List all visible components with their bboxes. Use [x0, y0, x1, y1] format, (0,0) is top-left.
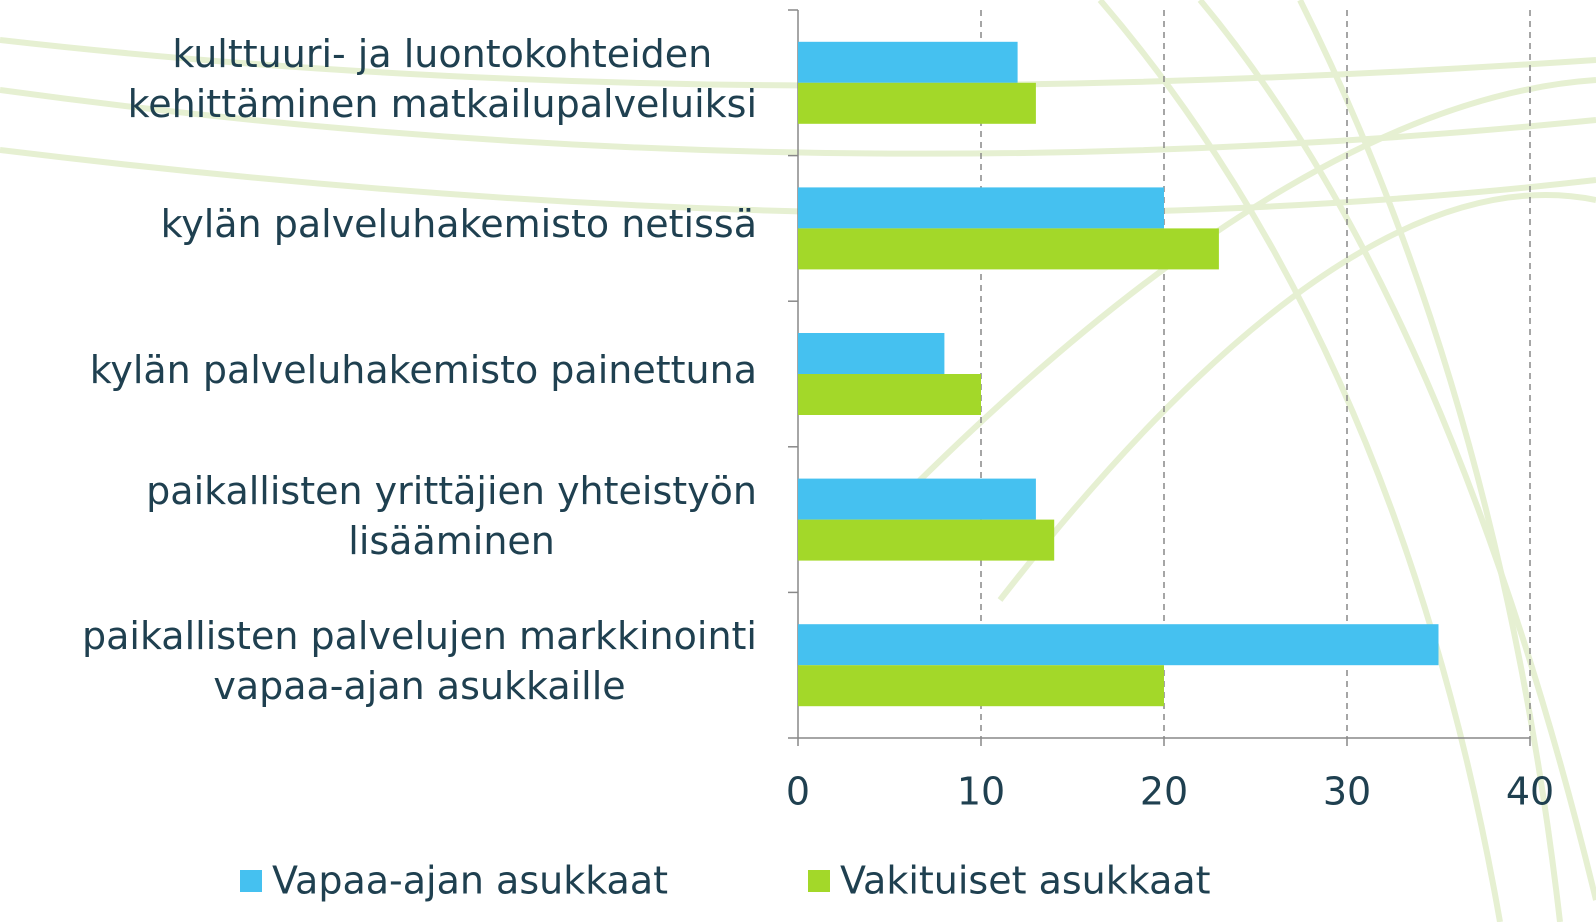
bar	[798, 41, 1018, 83]
legend-swatch	[240, 870, 262, 892]
x-tick-label: 40	[1506, 770, 1554, 814]
x-tick-label: 20	[1140, 770, 1188, 814]
bar	[798, 665, 1164, 707]
bar	[798, 333, 945, 374]
bar	[798, 519, 1055, 561]
bar	[798, 228, 1219, 270]
bar	[798, 82, 1036, 124]
legend-label: Vapaa-ajan asukkaat	[272, 859, 668, 903]
bar	[798, 478, 1036, 520]
x-tick-label: 0	[786, 770, 810, 814]
x-tick-label: 10	[957, 770, 1005, 814]
legend-label: Vakituiset asukkaat	[840, 859, 1211, 903]
bar	[798, 187, 1164, 229]
y-tick-label: paikallisten palvelujen markkinointi vap…	[81, 614, 757, 709]
y-tick-label: kylän palveluhakemisto painettuna	[89, 348, 757, 392]
bar	[798, 624, 1439, 666]
y-tick-label: kulttuuri- ja luontokohteiden kehittämin…	[127, 31, 757, 126]
y-tick-label: kylän palveluhakemisto netissä	[160, 202, 757, 247]
bar	[798, 374, 981, 415]
x-tick-label: 30	[1323, 770, 1371, 814]
y-tick-label: paikallisten yrittäjien yhteistyön lisää…	[146, 468, 757, 563]
legend-swatch	[808, 870, 830, 892]
